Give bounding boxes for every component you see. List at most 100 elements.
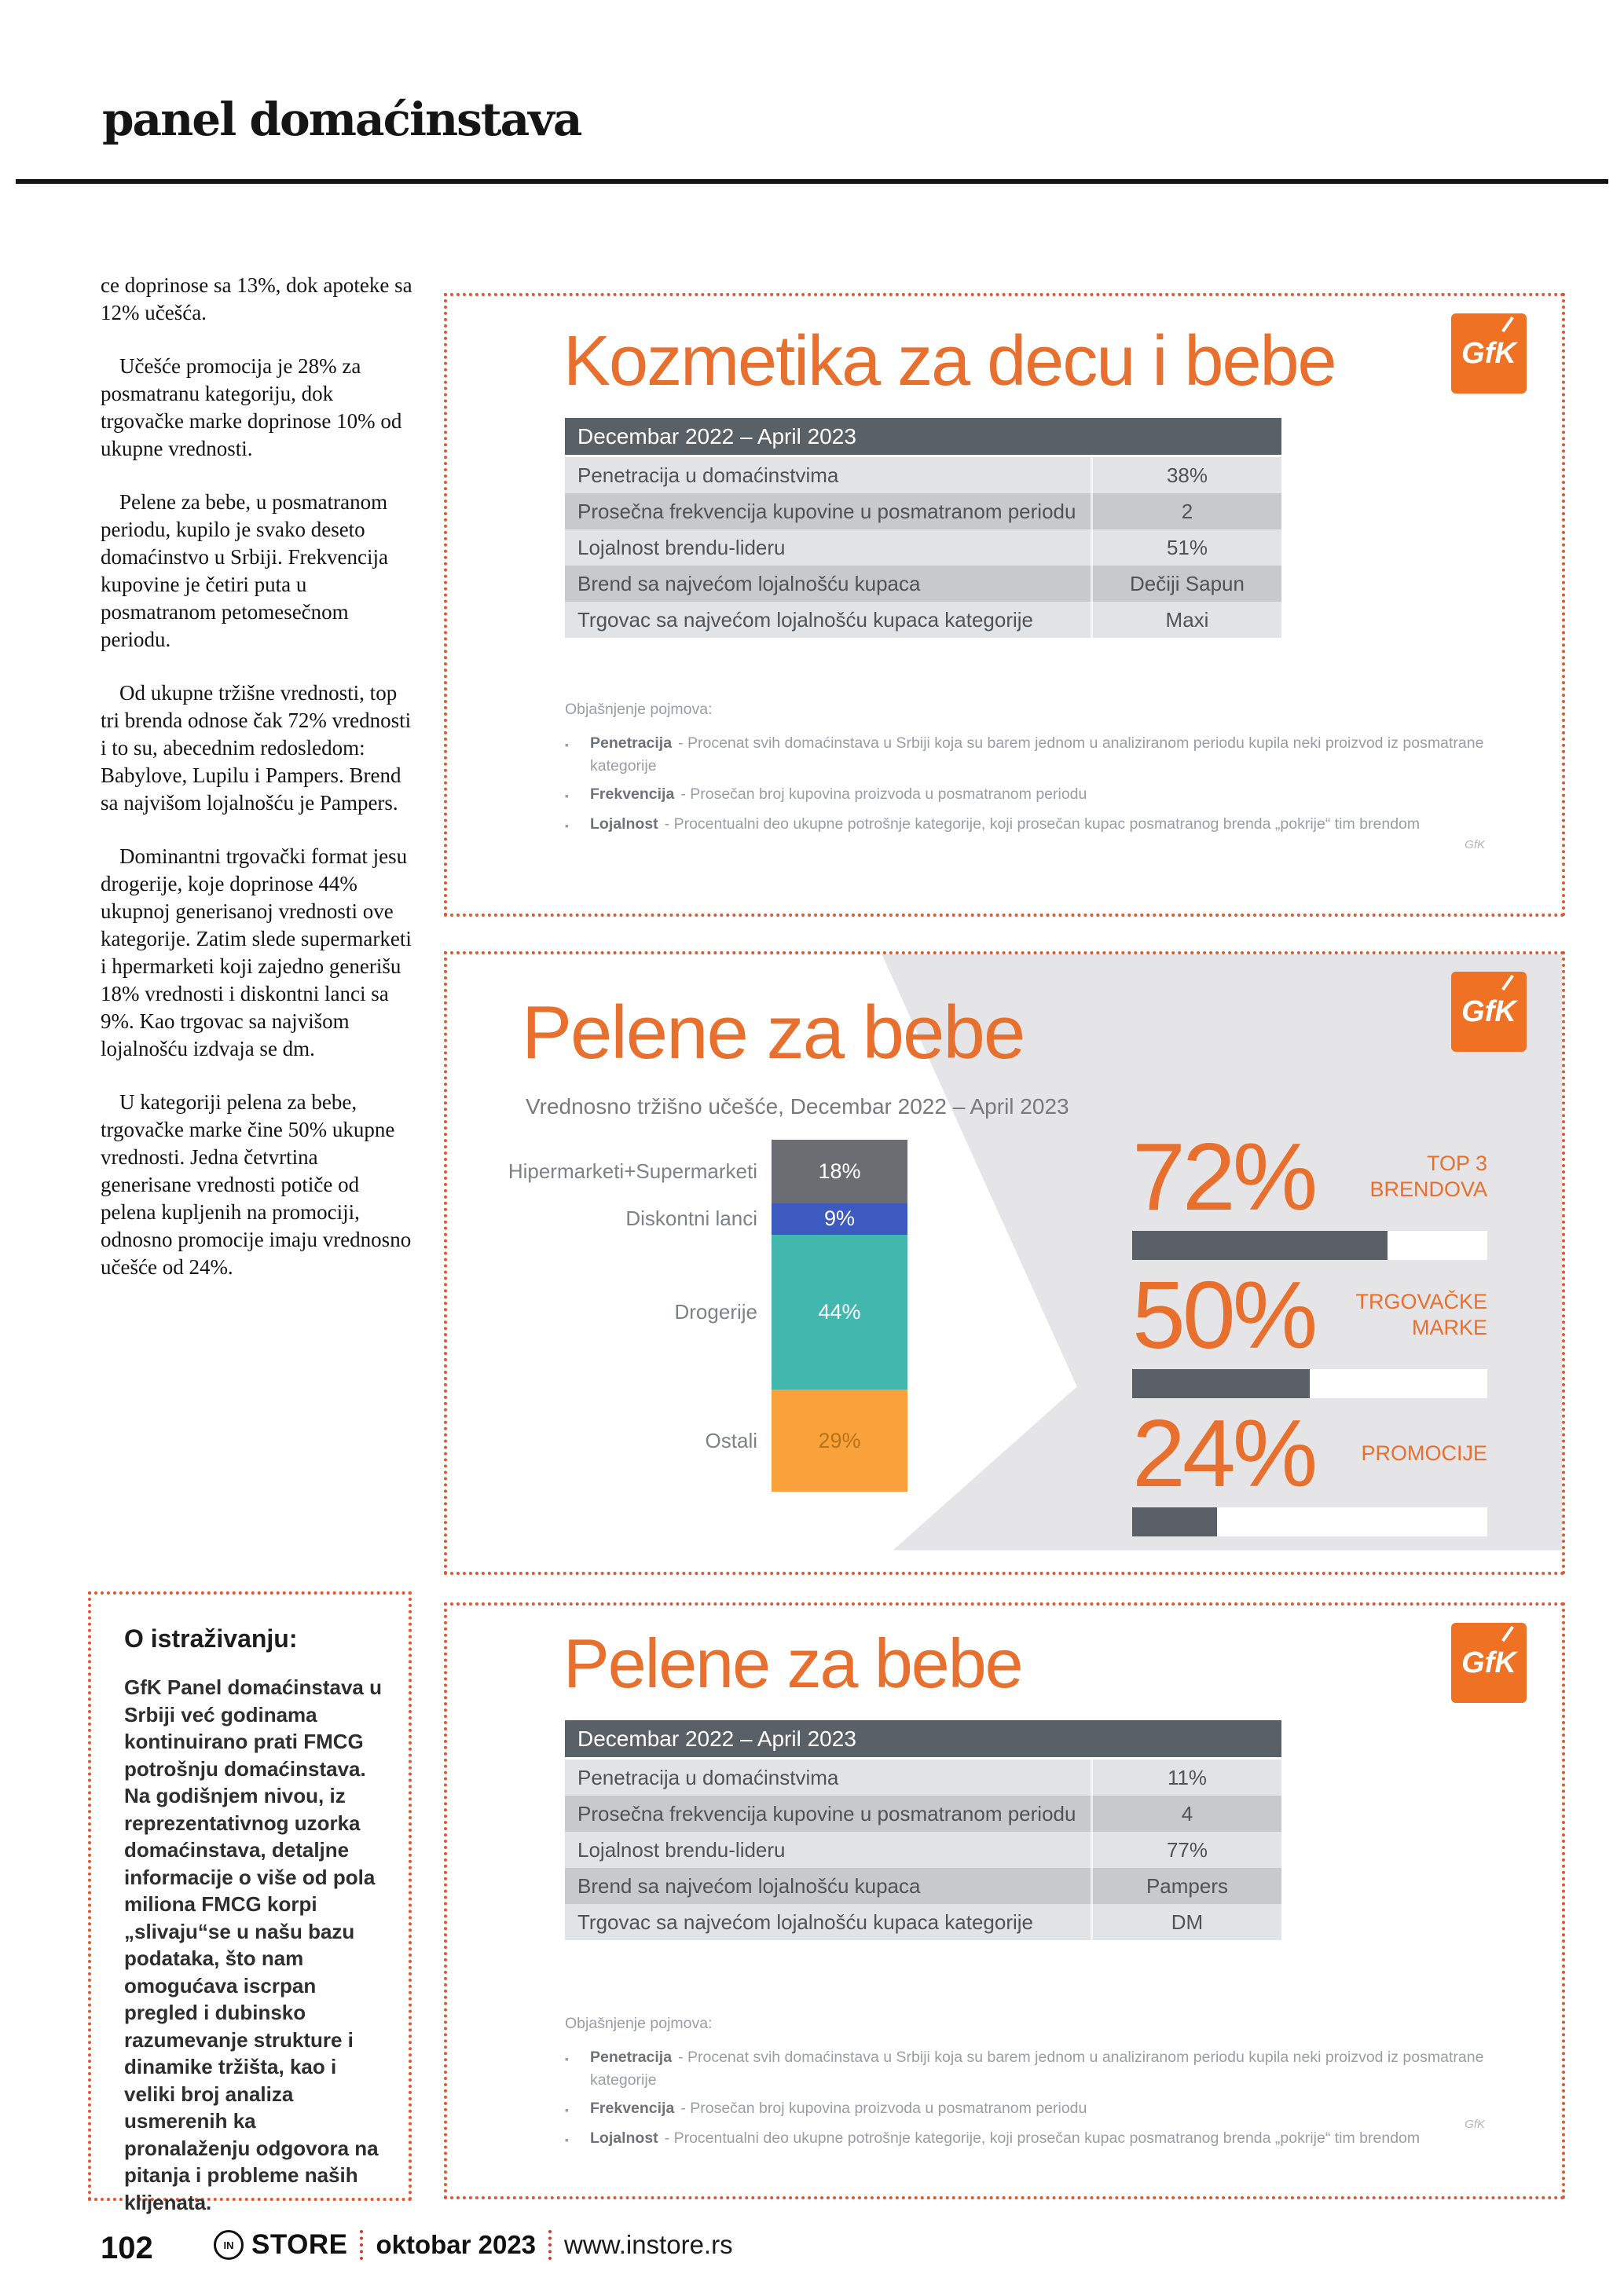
pelene-table: Decembar 2022 – April 2023 Penetracija u…	[565, 1720, 1281, 1940]
glossary-term: Penetracija	[590, 734, 673, 752]
glossary-desc: - Prosečan broj kupovina proizvoda u pos…	[680, 2100, 1087, 2117]
glossary-desc: - Procenat svih domaćinstava u Srbiji ko…	[590, 2049, 1484, 2089]
table-header: Decembar 2022 – April 2023	[565, 1720, 1281, 1760]
table-row: Brend sa najvećom lojalnošću kupaca Pamp…	[565, 1868, 1281, 1904]
glossary-item: ▪ Penetracija - Procenat svih domaćinstav…	[565, 732, 1500, 778]
article-paragraph: Od ukupne tržišne vrednosti, top tri bre…	[101, 681, 412, 815]
instore-circle-icon: IN	[214, 2230, 244, 2260]
gfk-logo: GfK	[1451, 972, 1527, 1052]
gfk-logo: GfK	[1451, 1623, 1527, 1703]
gfk-watermark: GfK	[1465, 838, 1485, 851]
kpi-label: TRGOVAČKE MARKE	[1355, 1290, 1487, 1339]
article-paragraph: Pelene za bebe, u posmatranom periodu, k…	[101, 490, 388, 651]
glossary-heading: Objašnjenje pojmova:	[565, 701, 713, 718]
glossary-desc: - Procentualni deo ukupne potrošnje kate…	[664, 2129, 1421, 2147]
glossary: Objašnjenje pojmova: ▪ Penetracija - Proc…	[565, 2012, 1500, 2157]
article-paragraph: U kategoriji pelena za bebe, trgovačke m…	[101, 1090, 412, 1279]
panel-pelene-table-title: Pelene za bebe	[563, 1624, 1024, 1702]
table-row: Trgovac sa najvećom lojalnošću kupaca ka…	[565, 1904, 1281, 1940]
bullet-icon: ▪	[565, 2133, 569, 2146]
table-row: Penetracija u domaćinstvima 11%	[565, 1760, 1281, 1796]
row-label: Brend sa najvećom lojalnošću kupaca	[577, 571, 921, 595]
article-paragraph: Učešće promocija je 28% za posmatranu ka…	[101, 354, 402, 460]
table-header: Decembar 2022 – April 2023	[565, 418, 1281, 457]
article-paragraph: Dominantni trgovački format jesu drogeri…	[101, 844, 412, 1060]
glossary-term: Penetracija	[590, 2049, 673, 2066]
kpi-progress-track	[1132, 1507, 1487, 1536]
row-label: Brend sa najvećom lojalnošću kupaca	[577, 1873, 921, 1898]
article-column: ce doprinose sa 13%, dok apoteke sa 12% …	[101, 272, 413, 1307]
chart-subtitle: Vrednosno tržišno učešće, Decembar 2022 …	[526, 1094, 1069, 1119]
panel-kozmetika-title: Kozmetika za decu i bebe	[563, 322, 1337, 401]
kpi-top3-brands: 72% TOP 3 BRENDOVA	[1132, 1129, 1487, 1267]
gfk-logo: GfK	[1451, 313, 1527, 394]
segment-bar: 29%	[772, 1390, 907, 1492]
segment-bar: 44%	[772, 1234, 907, 1390]
glossary-desc: - Prosečan broj kupovina proizvoda u pos…	[680, 785, 1087, 803]
row-label: Lojalnost brendu-lideru	[577, 535, 786, 559]
footer-divider	[360, 2230, 364, 2260]
row-value: 2	[1091, 493, 1281, 529]
bullet-icon: ▪	[565, 2052, 569, 2065]
segment-bar: 18%	[772, 1140, 907, 1203]
kpi-progress-fill	[1132, 1231, 1388, 1260]
row-label: Penetracija u domaćinstvima	[577, 463, 839, 487]
segment-label: Diskontni lanci	[625, 1207, 757, 1231]
table-row: Prosečna frekvencija kupovine u posmatra…	[565, 1796, 1281, 1832]
row-label: Trgovac sa najvećom lojalnošću kupaca ka…	[577, 1910, 1034, 1934]
panel-kozmetika: Kozmetika za decu i bebe GfK Decembar 20…	[444, 293, 1565, 917]
chart-segment-row: Ostali 29%	[490, 1390, 908, 1492]
gfk-watermark: GfK	[1465, 2118, 1485, 2131]
row-value: Maxi	[1091, 602, 1281, 638]
panel-pelene-table: Pelene za bebe GfK Decembar 2022 – April…	[444, 1602, 1565, 2199]
kozmetika-table: Decembar 2022 – April 2023 Penetracija u…	[565, 418, 1281, 638]
glossary-heading: Objašnjenje pojmova:	[565, 2015, 713, 2032]
row-value: 77%	[1091, 1832, 1281, 1868]
row-label: Lojalnost brendu-lideru	[577, 1837, 786, 1862]
row-value: 51%	[1091, 529, 1281, 566]
glossary-item: ▪ Lojalnost - Procentualni deo ukupne pot…	[565, 813, 1500, 837]
row-value: Dečiji Sapun	[1091, 566, 1281, 602]
kpi-progress-fill	[1132, 1369, 1310, 1398]
segment-bar: 9%	[772, 1203, 907, 1235]
glossary-term: Lojalnost	[590, 2129, 658, 2147]
footer: IN STORE oktobar 2023 www.instore.rs	[214, 2229, 733, 2261]
glossary-desc: - Procenat svih domaćinstava u Srbiji ko…	[590, 734, 1484, 774]
glossary: Objašnjenje pojmova: ▪ Penetracija - Proc…	[565, 698, 1500, 843]
panel-pelene-chart: Pelene za bebe GfK Vrednosno tržišno uče…	[444, 951, 1565, 1575]
table-row: Prosečna frekvencija kupovine u posmatra…	[565, 493, 1281, 529]
kpi-progress-fill	[1132, 1507, 1218, 1536]
segment-label: Hipermarketi+Supermarketi	[508, 1159, 757, 1183]
row-label: Penetracija u domaćinstvima	[577, 1765, 839, 1789]
chart-segment-row: Diskontni lanci 9%	[490, 1203, 908, 1235]
glossary-item: ▪ Penetracija - Procenat svih domaćinstav…	[565, 2046, 1500, 2092]
panel-pelene-title: Pelene za bebe	[522, 991, 1025, 1075]
kpi-private-label: 50% TRGOVAČKE MARKE	[1132, 1267, 1487, 1405]
page-number: 102	[101, 2231, 153, 2265]
about-body: GfK Panel domaćinstava u Srbiji već godi…	[124, 1675, 382, 2214]
bullet-icon: ▪	[565, 738, 569, 751]
table-row: Lojalnost brendu-lideru 77%	[565, 1832, 1281, 1868]
kpi-value: 24%	[1132, 1400, 1318, 1507]
segment-label: Drogerije	[674, 1299, 758, 1324]
glossary-term: Frekvencija	[590, 2100, 675, 2117]
about-research-box: O istraživanju: GfK Panel domaćinstava u…	[88, 1591, 412, 2214]
segment-label: Ostali	[705, 1428, 757, 1452]
bullet-icon: ▪	[565, 2104, 569, 2116]
kpi-promotions: 24% PROMOCIJE	[1132, 1405, 1487, 1543]
page-title: panel domaćinstava	[102, 93, 582, 146]
issue-date: oktobar 2023	[376, 2230, 537, 2259]
row-label: Trgovac sa najvećom lojalnošću kupaca ka…	[577, 607, 1034, 632]
kpi-label: PROMOCIJE	[1361, 1441, 1487, 1465]
row-label: Prosečna frekvencija kupovine u posmatra…	[577, 1801, 1076, 1825]
glossary-item: ▪ Frekvencija - Prosečan broj kupovina pr…	[565, 2097, 1500, 2122]
glossary-term: Frekvencija	[590, 785, 675, 803]
article-paragraph: ce doprinose sa 13%, dok apoteke sa 12% …	[101, 273, 412, 324]
glossary-item: ▪ Lojalnost - Procentualni deo ukupne pot…	[565, 2127, 1500, 2151]
kpi-progress-track	[1132, 1231, 1487, 1260]
glossary-desc: - Procentualni deo ukupne potrošnje kate…	[664, 815, 1421, 833]
stacked-bar-chart: Hipermarketi+Supermarketi 18% Diskontni la…	[490, 1140, 908, 1492]
website-url: www.instore.rs	[564, 2230, 733, 2259]
row-value: 38%	[1091, 457, 1281, 493]
